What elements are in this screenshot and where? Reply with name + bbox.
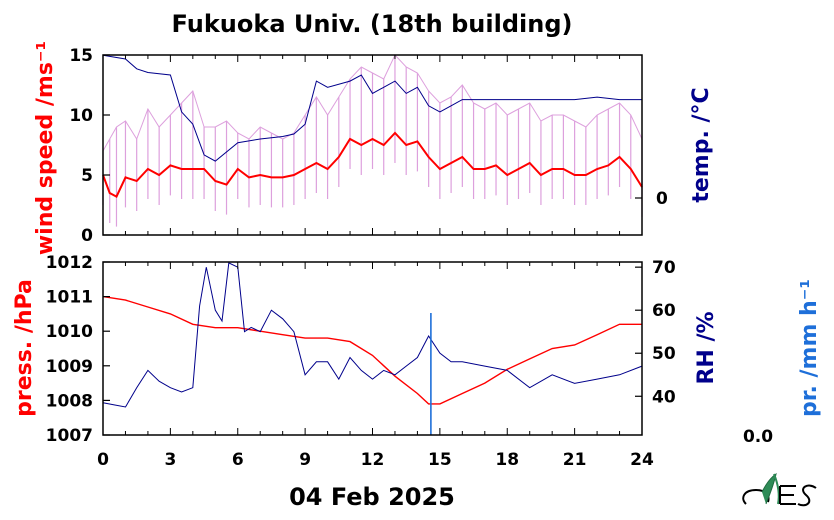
hour-xtick-label: 18: [495, 450, 519, 470]
pressure-ytick-label: 1009: [46, 357, 93, 377]
wind-ytick-label: 0: [81, 226, 93, 246]
hour-xtick-label: 0: [97, 450, 109, 470]
wind-speed-axis-label: wind speed /ms⁻¹: [33, 41, 58, 255]
humidity-ytick-label: 50: [652, 344, 676, 364]
pressure-ytick-label: 1008: [46, 391, 93, 411]
pressure-ytick-label: 1011: [46, 288, 93, 308]
wind-axis-ticks: 0 5 10 15 0: [69, 46, 668, 246]
hour-xtick-label: 12: [361, 450, 385, 470]
pressure-ytick-label: 1007: [46, 426, 93, 446]
pressure-axis-ticks: 1007 1008 1009 1010 1011 1012 40 50 60 70 0 3 6 9 12 15…: [46, 253, 676, 470]
wind-panel: 0 5 10 15 0 wind speed /ms⁻¹ temp. /°C: [33, 41, 714, 255]
hour-xtick-label: 24: [630, 450, 654, 470]
pressure-panel-frame: [102, 261, 643, 436]
date-label: 04 Feb 2025: [289, 483, 455, 511]
humidity-ytick-label: 40: [652, 387, 676, 407]
pressure-axis-label: press. /hPa: [12, 279, 37, 417]
wind-mean-series: [102, 131, 643, 198]
chart-title: Fukuoka Univ. (18th building): [172, 10, 573, 38]
wind-ytick-label: 15: [69, 46, 93, 66]
pressure-panel: 1007 1008 1009 1010 1011 1012 40 50 60 70 0 3 6 9 12 15…: [12, 253, 822, 470]
humidity-ytick-label: 70: [652, 258, 676, 278]
wind-ytick-label: 10: [69, 106, 93, 126]
temperature-series: [102, 54, 642, 162]
precip-total-value: 0.0: [743, 427, 773, 447]
hour-xtick-label: 21: [563, 450, 587, 470]
pressure-ytick-label: 1010: [46, 322, 93, 342]
humidity-ytick-label: 60: [652, 301, 676, 321]
humidity-series: [102, 262, 643, 408]
humidity-axis-label: RH /%: [694, 311, 719, 384]
temp-ytick-label: 0: [656, 189, 668, 209]
precip-axis-label: pr. /mm h⁻¹: [797, 279, 822, 417]
hour-xtick-label: 3: [164, 450, 176, 470]
wind-ytick-label: 5: [81, 166, 93, 186]
hour-xtick-label: 9: [299, 450, 311, 470]
institution-logo: [742, 472, 817, 507]
wind-gust-series: [102, 54, 643, 152]
wind-plot-area: [102, 54, 643, 227]
pressure-plot-area: [102, 262, 643, 435]
hour-xtick-label: 15: [428, 450, 452, 470]
temperature-axis-label: temp. /°C: [689, 87, 714, 202]
pressure-ytick-label: 1012: [46, 253, 93, 273]
hour-xtick-label: 6: [232, 450, 244, 470]
pressure-series: [102, 295, 642, 405]
